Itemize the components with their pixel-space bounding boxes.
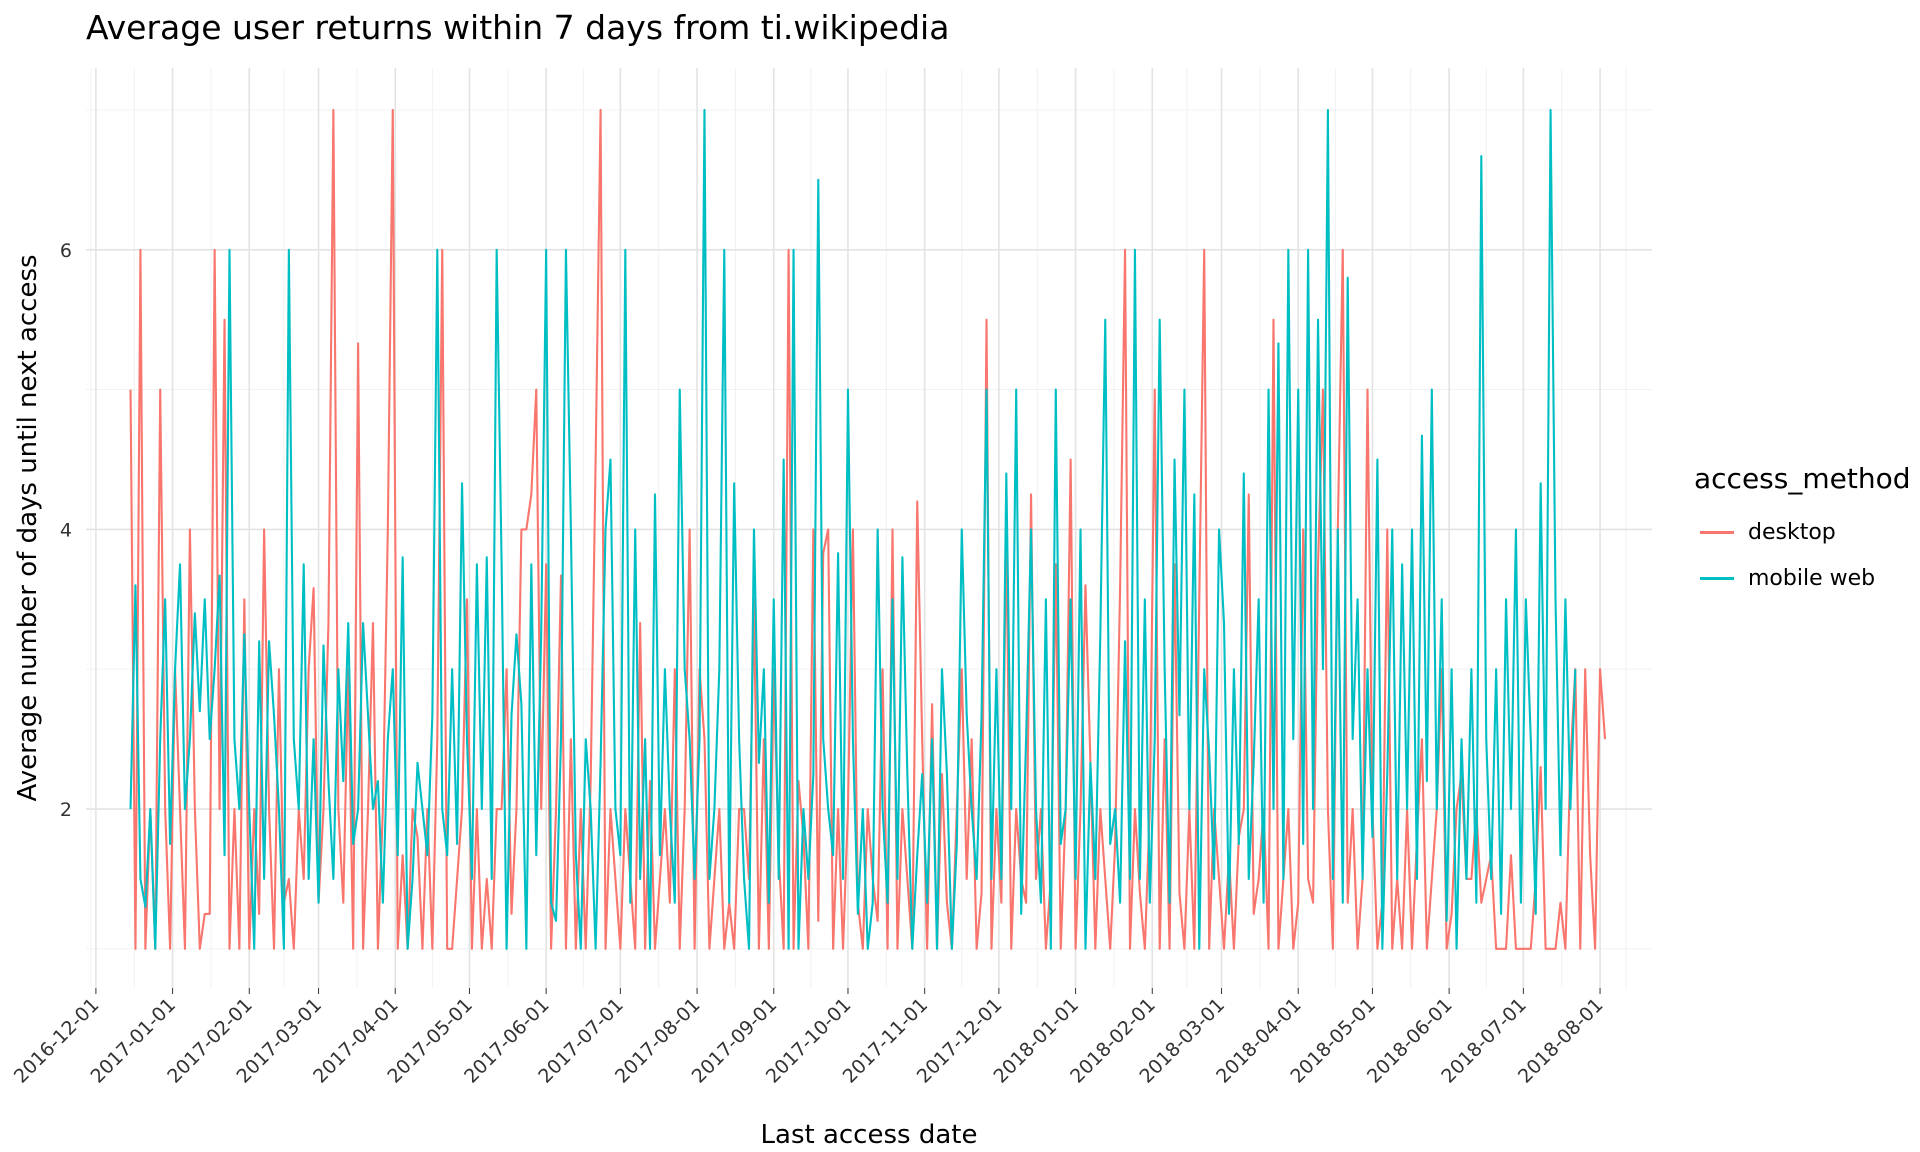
series-line	[129, 108, 1607, 950]
y-axis: 2 4 6	[60, 240, 72, 821]
series-desktop	[129, 108, 1607, 950]
series-mobile-web	[129, 108, 1577, 950]
legend-key-desktop	[1694, 509, 1740, 555]
legend-label-mobile-web: mobile web	[1748, 565, 1876, 591]
legend-key-mobile-web	[1694, 555, 1740, 601]
y-tick-label: 2	[60, 799, 72, 821]
legend-item-mobile-web: mobile web	[1694, 555, 1910, 601]
legend-label-desktop: desktop	[1748, 519, 1836, 545]
legend-title: access_method	[1694, 462, 1911, 495]
series-layer	[129, 108, 1607, 950]
y-tick-label: 6	[60, 240, 72, 262]
x-axis: 2016-12-012017-01-012017-02-012017-03-01…	[10, 988, 1608, 1088]
legend: access_method desktop mobile web	[1694, 462, 1910, 601]
series-line	[129, 108, 1577, 950]
chart-title: Average user returns within 7 days from …	[86, 8, 950, 47]
x-axis-title: Last access date	[761, 1120, 978, 1150]
legend-item-desktop: desktop	[1694, 509, 1910, 555]
y-axis-title: Average number of days until next access	[13, 254, 43, 801]
y-tick-label: 4	[60, 519, 72, 541]
